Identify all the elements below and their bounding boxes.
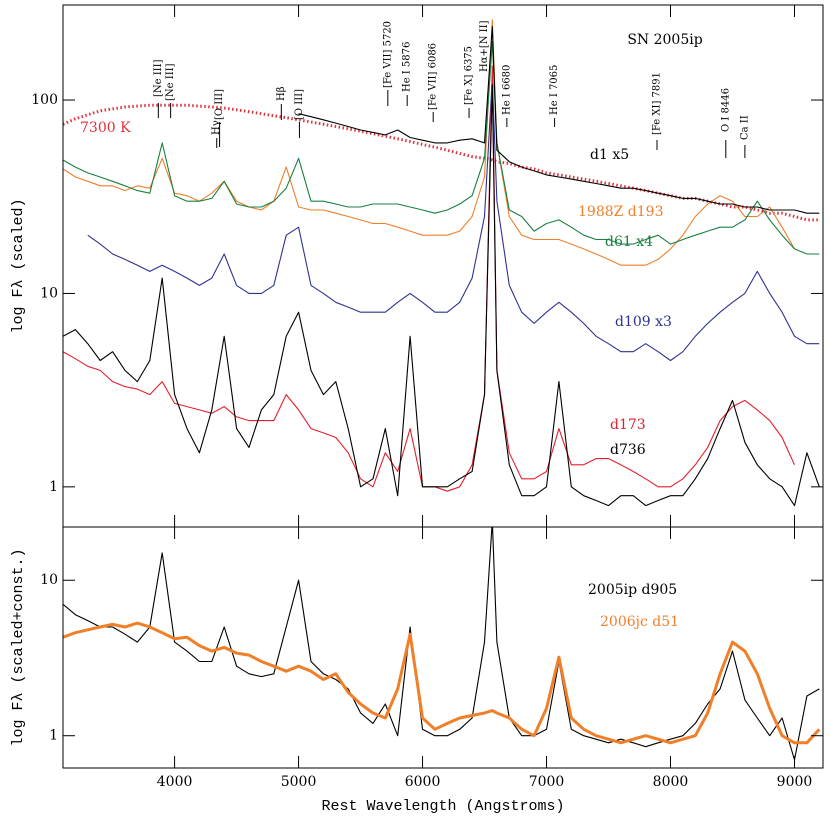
spectrum-line: [298, 25, 820, 214]
spectrum-line: [63, 65, 796, 492]
panel-frame: [62, 4, 824, 528]
y-tick-label: 10: [40, 285, 58, 301]
series-label: d1 x5: [590, 147, 629, 163]
spectrum-line: [63, 103, 820, 222]
line-id-label: [O III]: [214, 89, 225, 120]
line-id-label: He I 6680: [501, 65, 512, 115]
x-tick-label: 7000: [529, 774, 565, 790]
chart-title: SN 2005ip: [627, 32, 702, 48]
line-id-label: [Fe VII] 6086: [428, 43, 439, 110]
plot-area: [63, 19, 820, 507]
y-tick-label: 100: [31, 92, 58, 108]
spectrum-line: [63, 41, 820, 255]
x-tick-label: 6000: [405, 774, 441, 790]
panel-frame: [62, 526, 824, 769]
line-id-label: He I 5876: [402, 42, 413, 92]
x-tick-label: 4000: [157, 774, 193, 790]
line-id-label: Hα+[N II]: [479, 20, 490, 72]
spectrum-line: [63, 621, 821, 745]
line-id-label: [Ne III]: [153, 59, 164, 97]
line-id-label: Hγ: [211, 120, 222, 135]
series-label: d736: [610, 442, 646, 458]
series-label: 1988Z d193: [578, 204, 664, 220]
y-axis-label: log Fλ (scaled): [10, 198, 27, 333]
y-tick-label: 10: [40, 572, 58, 588]
series-label: 2005ip d905: [588, 582, 677, 598]
line-id-label: O I 8446: [720, 88, 731, 132]
series-label: d109 x3: [615, 314, 672, 330]
spectrum-line: [63, 527, 820, 761]
y-tick-label: 1: [49, 479, 58, 495]
x-tick-label: 5000: [281, 774, 317, 790]
line-id-label: Hβ: [276, 86, 287, 101]
line-id-label: He I 7065: [549, 65, 560, 115]
line-id-label: [Fe VII] 5720: [382, 21, 393, 88]
x-tick-label: 8000: [653, 774, 689, 790]
x-axis-label: Rest Wavelength (Angstroms): [321, 798, 564, 815]
series-label: d173: [610, 417, 646, 433]
series-label: d61 x4: [605, 234, 653, 250]
spectrum-line: [87, 77, 820, 362]
plot-area: [63, 527, 821, 761]
line-id-label: [Fe XI] 7891: [651, 72, 662, 135]
spectrum-line: [63, 19, 795, 266]
spectrum-line: [63, 84, 820, 507]
x-tick-label: 9000: [777, 774, 813, 790]
series-label: 2006jc d51: [600, 614, 679, 630]
series-label: 7300 K: [80, 120, 131, 136]
y-tick-label: 1: [49, 728, 58, 744]
line-id-label: [Ne III]: [165, 63, 176, 101]
line-id-label: [O III]: [294, 89, 305, 120]
y-axis-label: log Fλ (scaled+const.): [10, 548, 27, 746]
line-id-label: Ca II: [739, 115, 750, 140]
line-id-label: [Fe X] 6375: [464, 46, 475, 105]
